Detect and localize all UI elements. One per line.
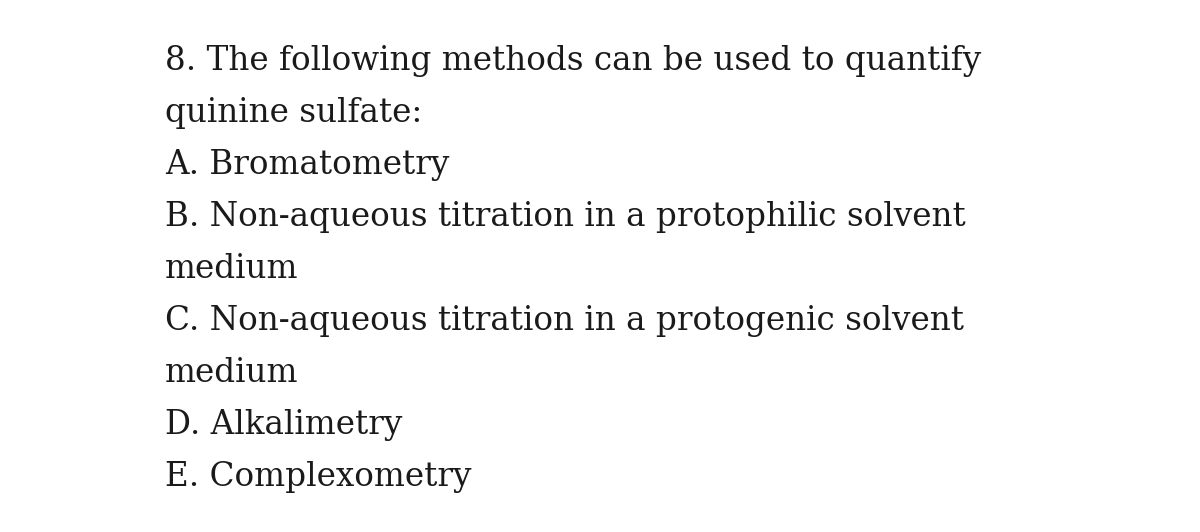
Text: A. Bromatometry: A. Bromatometry xyxy=(166,149,449,181)
Text: E. Complexometry: E. Complexometry xyxy=(166,461,472,493)
Text: quinine sulfate:: quinine sulfate: xyxy=(166,97,422,129)
Text: 8. The following methods can be used to quantify: 8. The following methods can be used to … xyxy=(166,45,982,77)
Text: B. Non-aqueous titration in a protophilic solvent: B. Non-aqueous titration in a protophili… xyxy=(166,201,966,233)
Text: C. Non-aqueous titration in a protogenic solvent: C. Non-aqueous titration in a protogenic… xyxy=(166,305,964,337)
Text: medium: medium xyxy=(166,357,299,389)
Text: medium: medium xyxy=(166,253,299,285)
Text: D. Alkalimetry: D. Alkalimetry xyxy=(166,409,402,441)
